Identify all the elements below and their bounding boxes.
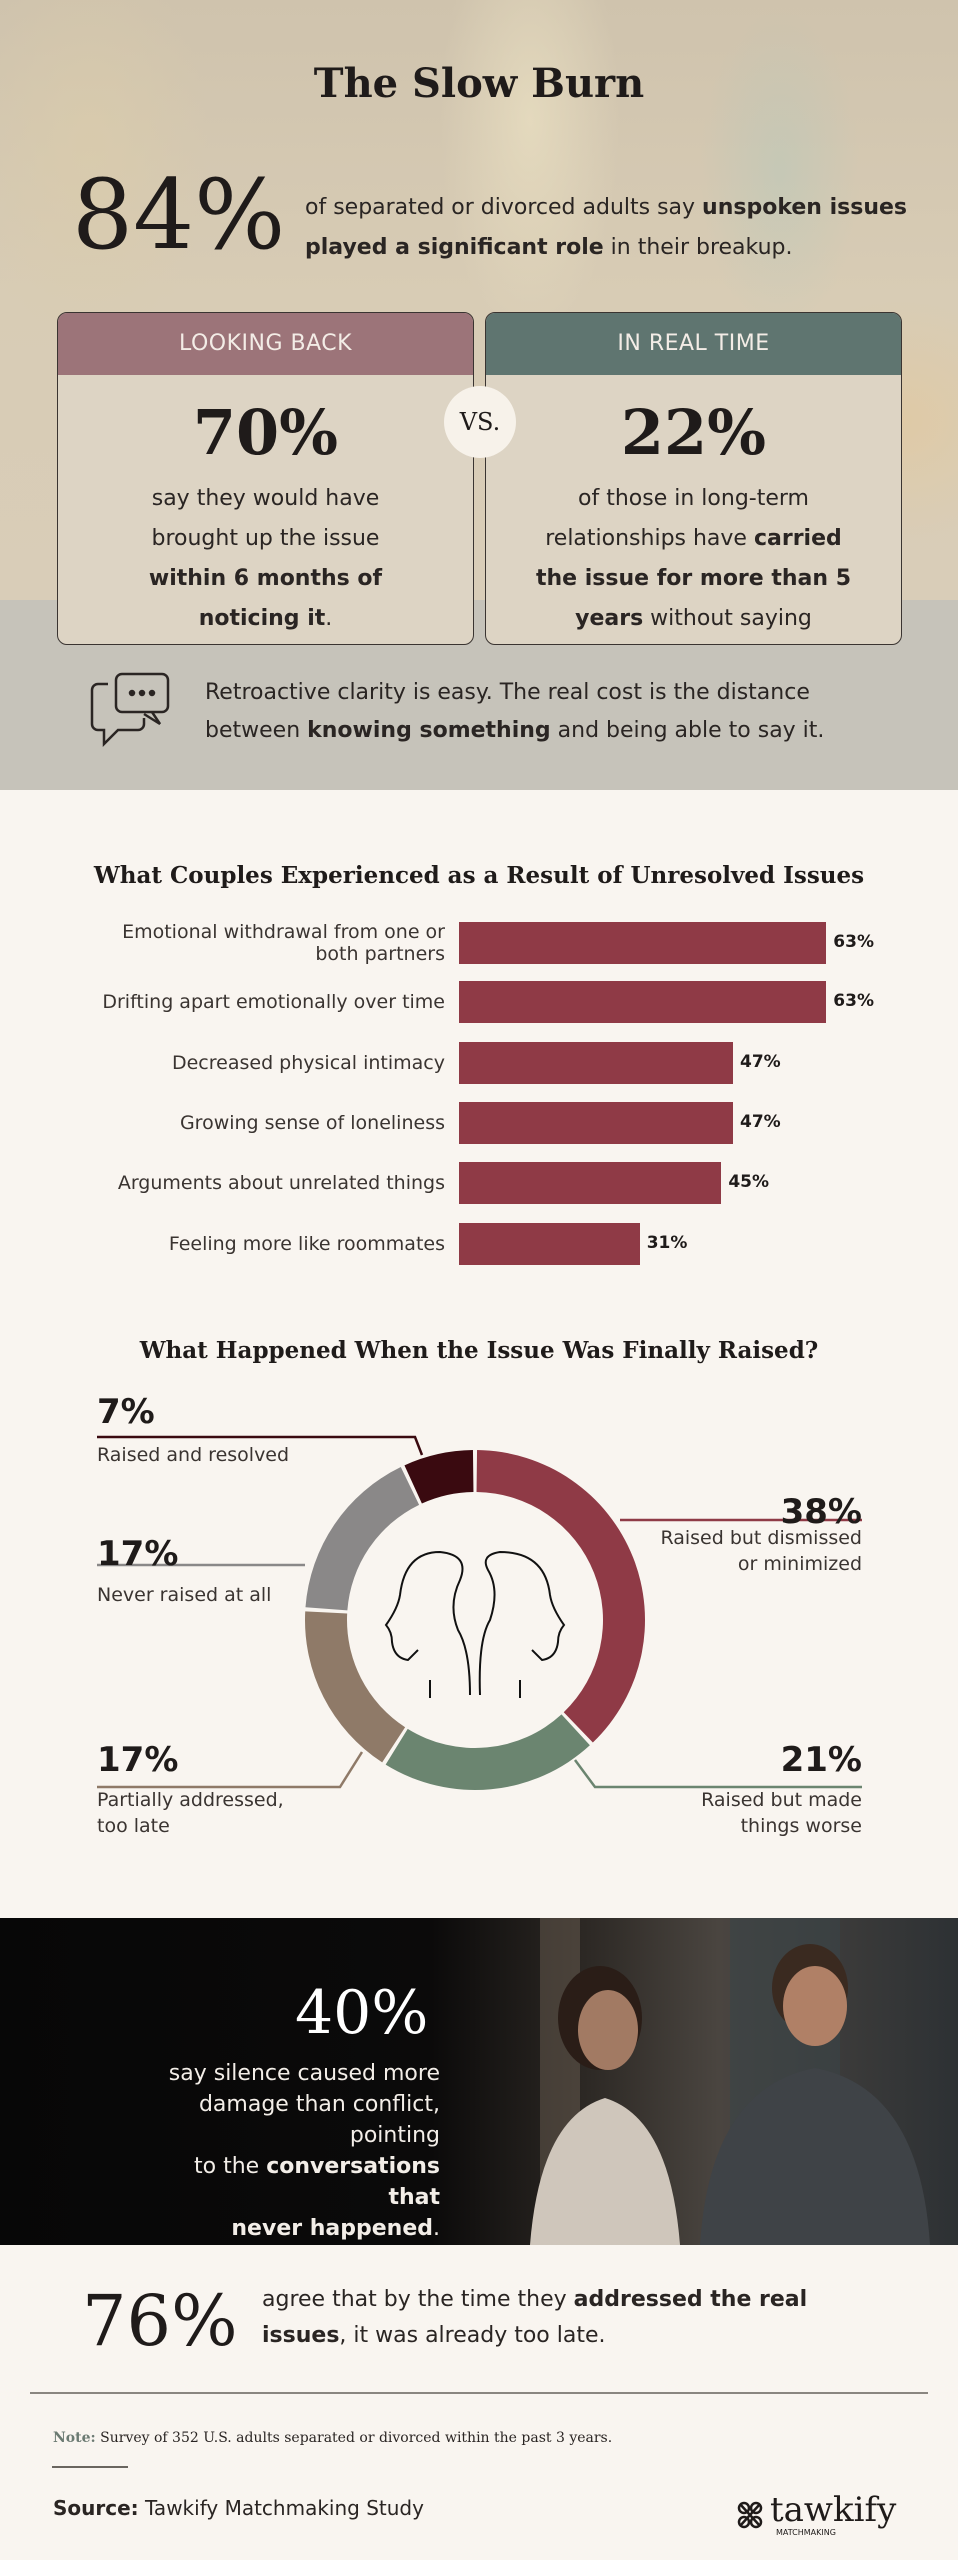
stat-84-value: 84% xyxy=(72,159,286,271)
slice-label: Raised but made things worse xyxy=(701,1789,862,1837)
tawkify-logo: tawkify MATCHMAKING xyxy=(736,2490,906,2540)
card-text: of those in long-term relationships have … xyxy=(535,486,852,631)
card-text: say they would have brought up the issue w… xyxy=(148,486,383,631)
quote-text: Retroactive clarity is easy. The real co… xyxy=(205,680,825,743)
bar xyxy=(459,1223,640,1265)
chat-bubbles-icon xyxy=(90,672,170,748)
bar-label: Emotional withdrawal from one or both par… xyxy=(122,921,445,965)
donut-chart-title: What Happened When the Issue Was Finally… xyxy=(139,1337,819,1364)
logo-text: tawkify xyxy=(770,2490,897,2530)
stat-76-text: agree that by the time they addressed th… xyxy=(262,2287,808,2348)
stat-value: 70% xyxy=(192,396,339,469)
stat-76-value: 76% xyxy=(82,2280,238,2362)
bar-chart-title: What Couples Experienced as a Result of … xyxy=(93,862,865,889)
couple-photo xyxy=(530,1918,930,2245)
logo-mark-icon xyxy=(737,2501,763,2529)
leader-line xyxy=(97,1751,364,1789)
bar xyxy=(459,922,827,964)
slice-value: 38% xyxy=(780,1492,862,1532)
leader-line xyxy=(97,1435,424,1456)
page-title: The Slow Burn xyxy=(313,60,645,107)
text: in their breakup. xyxy=(603,235,793,260)
vs-badge: VS. xyxy=(444,386,516,458)
text: of separated or divorced adults say xyxy=(305,195,703,220)
stat-84-text: of separated or divorced adults say unsp… xyxy=(305,188,925,268)
logo-subtext: MATCHMAKING xyxy=(776,2528,836,2537)
donut-chart xyxy=(97,1435,862,1790)
slice-label: Partially addressed, too late xyxy=(97,1789,284,1837)
in-real-time-card: IN REAL TIME 22% of those in long-term re… xyxy=(485,312,902,645)
slice-label: Never raised at all xyxy=(97,1584,272,1606)
text-bold: unspoken issues played a significant rol… xyxy=(305,195,908,260)
card-header: IN REAL TIME xyxy=(486,313,901,375)
bar xyxy=(459,981,827,1023)
two-heads-icon xyxy=(384,1550,566,1698)
slice-label: Raised and resolved xyxy=(97,1444,290,1466)
photo-section: 40% say silence caused more damage than c… xyxy=(0,1918,958,2245)
slice-value: 17% xyxy=(97,1740,179,1780)
bar xyxy=(459,1162,722,1204)
card-header: LOOKING BACK xyxy=(58,313,473,375)
donut-slice xyxy=(404,1450,474,1504)
donut-slice xyxy=(304,1611,406,1763)
bar-label: Feeling more like roommates xyxy=(168,1233,445,1255)
bar-label: Drifting apart emotionally over time xyxy=(102,991,445,1013)
bar-label: Arguments about unrelated things xyxy=(117,1172,445,1194)
stat-40-value: 40% xyxy=(295,1978,429,2048)
divider-short xyxy=(52,2466,128,2468)
bar-label: Decreased physical intimacy xyxy=(171,1052,445,1074)
slice-label: Raised but dismissed or minimized xyxy=(660,1527,862,1575)
bar-label: Growing sense of loneliness xyxy=(179,1112,445,1134)
divider xyxy=(30,2392,928,2394)
bar xyxy=(459,1042,733,1084)
stat-40-text: say silence caused more damage than confl… xyxy=(168,2061,440,2241)
source: Source: Tawkify Matchmaking Study xyxy=(53,2496,424,2520)
bar xyxy=(459,1102,733,1144)
slice-value: 7% xyxy=(97,1392,155,1432)
bar-value-label: 45% xyxy=(728,1172,770,1192)
stat-value: 22% xyxy=(620,396,767,469)
bar-value-label: 63% xyxy=(833,932,874,952)
looking-back-card: LOOKING BACK 70% say they would have brou… xyxy=(57,312,474,645)
bar-value-label: 63% xyxy=(833,991,874,1011)
slice-value: 17% xyxy=(97,1534,179,1574)
donut-slice xyxy=(305,1467,420,1611)
bar-value-label: 47% xyxy=(740,1112,781,1132)
donut-slice xyxy=(476,1450,645,1743)
bar-value-label: 31% xyxy=(646,1233,688,1253)
donut-slice xyxy=(385,1714,590,1790)
note: Note: Survey of 352 U.S. adults separate… xyxy=(53,2430,613,2446)
bar-value-label: 47% xyxy=(740,1052,781,1072)
leader-line xyxy=(573,1759,862,1789)
slice-value: 21% xyxy=(780,1740,862,1780)
